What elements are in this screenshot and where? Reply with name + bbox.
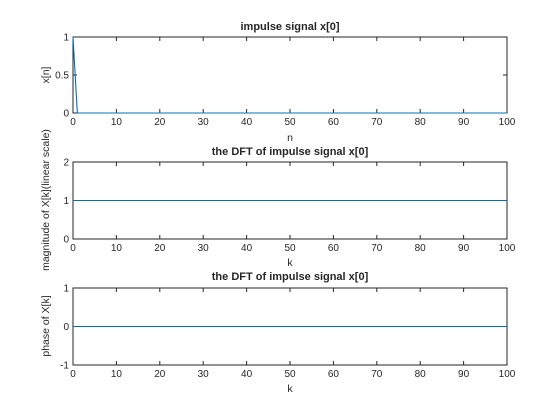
x-tick-label: 40 — [241, 117, 253, 128]
y-tick-label: 0 — [63, 109, 69, 120]
x-tick-label: 50 — [284, 369, 296, 380]
x-tick-label: 40 — [241, 369, 253, 380]
x-tick-label: 30 — [198, 369, 210, 380]
x-tick-label: 100 — [499, 117, 516, 128]
x-tick-label: 90 — [458, 117, 470, 128]
chart-title: the DFT of impulse signal x[0] — [212, 146, 369, 158]
chart-title: the DFT of impulse signal x[0] — [212, 271, 369, 283]
x-axis-label: n — [287, 132, 293, 144]
x-tick-label: 0 — [70, 369, 76, 380]
y-tick-label: 0 — [63, 235, 69, 246]
subplot-impulse-signal: impulse signal x[0] n x[n] 0 10 20 30 40 50 60… — [40, 21, 516, 144]
x-tick-label: 10 — [111, 243, 123, 254]
x-axis-label: k — [287, 257, 293, 269]
x-tick-label: 20 — [154, 369, 166, 380]
subplot-dft-phase: the DFT of impulse signal x[0] k phase o… — [40, 271, 516, 395]
y-tick-label: 1 — [63, 284, 69, 295]
series-line — [72, 36, 507, 114]
x-tick-label: 80 — [415, 369, 427, 380]
x-tick-label: 70 — [371, 117, 383, 128]
axes-box — [72, 36, 508, 114]
y-tick-label: 1 — [63, 196, 69, 207]
x-tick-label: 0 — [70, 117, 76, 128]
x-tick-label: 60 — [328, 243, 340, 254]
x-tick-label: 60 — [328, 369, 340, 380]
x-tick-label: 30 — [198, 117, 210, 128]
x-tick-label: 100 — [499, 243, 516, 254]
x-tick-label: 70 — [371, 243, 383, 254]
x-tick-label: 30 — [198, 243, 210, 254]
y-tick-label: 2 — [63, 158, 69, 169]
x-tick-label: 20 — [154, 243, 166, 254]
x-tick-label: 70 — [371, 369, 383, 380]
x-tick-label: 100 — [499, 369, 516, 380]
y-tick-label: -1 — [60, 361, 69, 372]
x-tick-label: 50 — [284, 117, 296, 128]
x-tick-label: 10 — [111, 117, 123, 128]
x-tick-label: 90 — [458, 243, 470, 254]
y-tick-label: 1 — [63, 33, 69, 44]
subplot-dft-magnitude: the DFT of impulse signal x[0] k magnitu… — [40, 129, 516, 271]
x-tick-label: 50 — [284, 243, 296, 254]
x-tick-label: 0 — [70, 243, 76, 254]
y-axis-label: phase of X[k] — [40, 295, 52, 356]
x-tick-label: 20 — [154, 117, 166, 128]
y-tick-label: 0.5 — [55, 71, 69, 82]
y-tick-label: 0 — [63, 322, 69, 333]
y-axis-label: x[n] — [40, 66, 52, 83]
x-tick-label: 80 — [415, 117, 427, 128]
y-axis-label: magnitude of X[k](linear scale) — [40, 129, 52, 271]
chart-title: impulse signal x[0] — [240, 21, 339, 33]
x-tick-label: 60 — [328, 117, 340, 128]
x-tick-label: 80 — [415, 243, 427, 254]
x-tick-label: 40 — [241, 243, 253, 254]
x-axis-label: k — [287, 383, 293, 395]
x-tick-label: 90 — [458, 369, 470, 380]
x-tick-label: 10 — [111, 369, 123, 380]
